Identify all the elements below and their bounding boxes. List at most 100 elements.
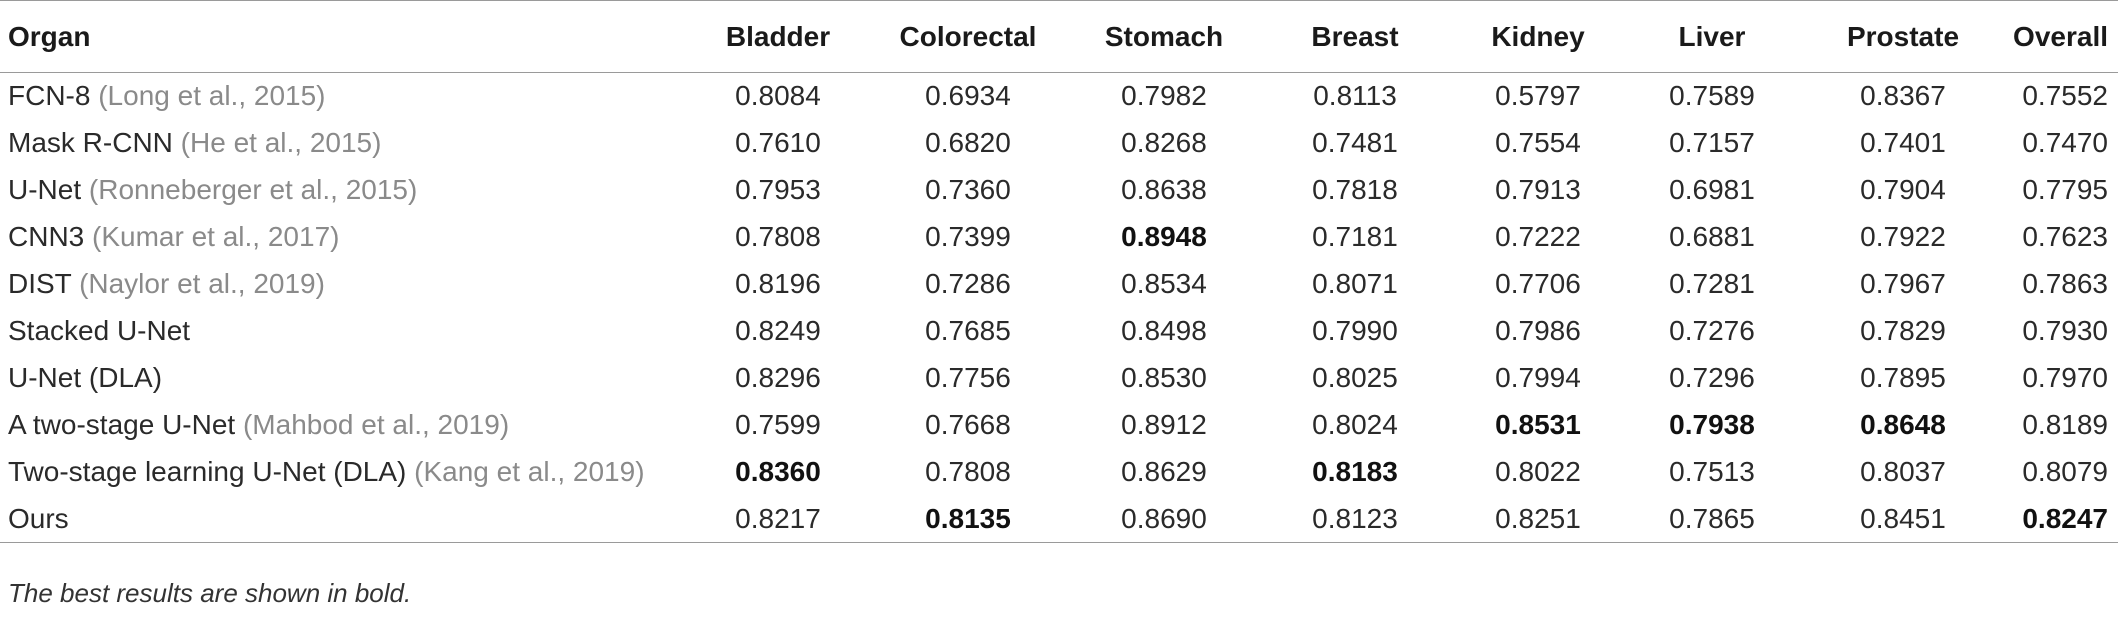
results-table: Organ Bladder Colorectal Stomach Breast … (0, 0, 2118, 543)
value-cell: 0.7281 (1669, 268, 1755, 299)
value-cell: 0.8022 (1495, 456, 1581, 487)
value-cell: 0.8189 (2022, 409, 2108, 440)
header-liver: Liver (1628, 0, 1796, 73)
value-cell: 0.8451 (1796, 495, 2010, 543)
value-cell: 0.8079 (2022, 456, 2108, 487)
header-stomach: Stomach (1066, 0, 1262, 73)
value-cell: 0.8690 (1066, 495, 1262, 543)
value-cell: 0.7554 (1495, 127, 1581, 158)
value-cell: 0.7360 (925, 174, 1011, 205)
table-row: DIST (Naylor et al., 2019) 0.8196 0.7286 0.… (0, 261, 2118, 308)
value-cell: 0.7610 (735, 127, 821, 158)
value-cell: 0.7756 (925, 362, 1011, 393)
value-cell: 0.8268 (1121, 127, 1207, 158)
method-name: FCN-8 (8, 80, 91, 112)
value-cell: 0.7953 (735, 174, 821, 205)
method-citation: (Mahbod et al., 2019) (242, 409, 510, 440)
method-cell: FCN-8 (Long et al., 2015) (0, 73, 686, 120)
value-cell: 0.8249 (735, 315, 821, 346)
method-name: Ours (8, 502, 69, 534)
value-cell: 0.7938 (1669, 409, 1755, 440)
table-footnote: The best results are shown in bold. (8, 578, 412, 608)
value-cell: 0.6981 (1669, 174, 1755, 205)
value-cell: 0.7865 (1628, 495, 1796, 543)
value-cell: 0.7706 (1495, 268, 1581, 299)
value-cell: 0.7399 (925, 221, 1011, 252)
value-cell: 0.8638 (1121, 174, 1207, 205)
value-cell: 0.8123 (1262, 495, 1448, 543)
value-cell: 0.8196 (735, 268, 821, 299)
value-cell: 0.7808 (925, 456, 1011, 487)
value-cell: 0.7513 (1669, 456, 1755, 487)
value-cell: 0.8025 (1312, 362, 1398, 393)
value-cell: 0.7552 (2022, 80, 2108, 112)
method-name: DIST (8, 268, 72, 299)
value-cell: 0.8360 (735, 456, 821, 487)
method-citation: (Kumar et al., 2017) (92, 221, 340, 252)
value-cell: 0.7157 (1669, 127, 1755, 158)
value-cell: 0.8113 (1313, 80, 1397, 112)
table-row: Mask R-CNN (He et al., 2015) 0.7610 0.6820… (0, 120, 2118, 167)
header-colorectal: Colorectal (870, 0, 1066, 73)
header-organ: Organ (0, 0, 686, 73)
value-cell: 0.7276 (1669, 315, 1755, 346)
method-name: A two-stage U-Net (8, 409, 236, 440)
header-overall: Overall (2010, 0, 2118, 73)
header-kidney: Kidney (1448, 0, 1628, 73)
value-cell: 0.7296 (1669, 362, 1755, 393)
method-name: Two-stage learning U-Net (DLA) (8, 456, 407, 487)
value-cell: 0.7808 (735, 221, 821, 252)
value-cell: 0.7818 (1312, 174, 1398, 205)
value-cell: 0.8498 (1121, 315, 1207, 346)
value-cell: 0.7904 (1860, 174, 1946, 205)
method-name: Mask R-CNN (8, 127, 173, 158)
method-citation: (Long et al., 2015) (98, 80, 326, 112)
value-cell: 0.8251 (1448, 495, 1628, 543)
value-cell: 0.8534 (1121, 268, 1207, 299)
method-cell: U-Net (Ronneberger et al., 2015) (0, 167, 686, 214)
value-cell: 0.7481 (1312, 127, 1398, 158)
method-citation: (Kang et al., 2019) (414, 456, 645, 487)
value-cell: 0.8531 (1495, 409, 1581, 440)
value-cell: 0.8247 (2010, 495, 2118, 543)
method-name: U-Net (8, 174, 82, 205)
method-name: Stacked U-Net (8, 315, 191, 346)
method-cell: Mask R-CNN (He et al., 2015) (0, 120, 686, 167)
table-body: FCN-8 (Long et al., 2015) 0.8084 0.6934 0.7… (0, 73, 2118, 543)
value-cell: 0.7895 (1860, 362, 1946, 393)
table-row: U-Net (Ronneberger et al., 2015) 0.7953 0.… (0, 167, 2118, 214)
value-cell: 0.8183 (1312, 456, 1398, 487)
value-cell: 0.5797 (1495, 80, 1581, 112)
value-cell: 0.8037 (1860, 456, 1946, 487)
value-cell: 0.7222 (1495, 221, 1581, 252)
method-citation: (Ronneberger et al., 2015) (88, 174, 418, 205)
method-cell: A two-stage U-Net (Mahbod et al., 2019) (0, 402, 686, 449)
table-row: Ours 0.8217 0.8135 0.8690 0.8123 0.8251 0.7865… (0, 495, 2118, 543)
table-row: Two-stage learning U-Net (DLA) (Kang et … (0, 449, 2118, 496)
value-cell: 0.6881 (1669, 221, 1755, 252)
value-cell: 0.7623 (2022, 221, 2108, 252)
table-row: A two-stage U-Net (Mahbod et al., 2019) 0… (0, 402, 2118, 449)
value-cell: 0.7589 (1669, 80, 1755, 112)
value-cell: 0.7829 (1860, 315, 1946, 346)
header-prostate: Prostate (1796, 0, 2010, 73)
method-name: U-Net (DLA) (8, 362, 163, 393)
method-citation: (He et al., 2015) (180, 127, 382, 158)
method-cell: U-Net (DLA) (0, 355, 686, 402)
value-cell: 0.8367 (1860, 80, 1946, 112)
value-cell: 0.8084 (735, 80, 821, 112)
value-cell: 0.8648 (1860, 409, 1946, 440)
header-bladder: Bladder (686, 0, 870, 73)
value-cell: 0.7994 (1495, 362, 1581, 393)
value-cell: 0.7986 (1495, 315, 1581, 346)
table-row: U-Net (DLA) 0.8296 0.7756 0.8530 0.8025 0.799… (0, 355, 2118, 402)
value-cell: 0.7930 (2022, 315, 2108, 346)
header-breast: Breast (1262, 0, 1448, 73)
value-cell: 0.7863 (2022, 268, 2108, 299)
header-row: Organ Bladder Colorectal Stomach Breast … (0, 0, 2118, 73)
method-cell: Ours (0, 495, 686, 543)
method-citation: (Naylor et al., 2019) (79, 268, 325, 299)
value-cell: 0.7795 (2022, 174, 2108, 205)
value-cell: 0.8948 (1121, 221, 1207, 252)
